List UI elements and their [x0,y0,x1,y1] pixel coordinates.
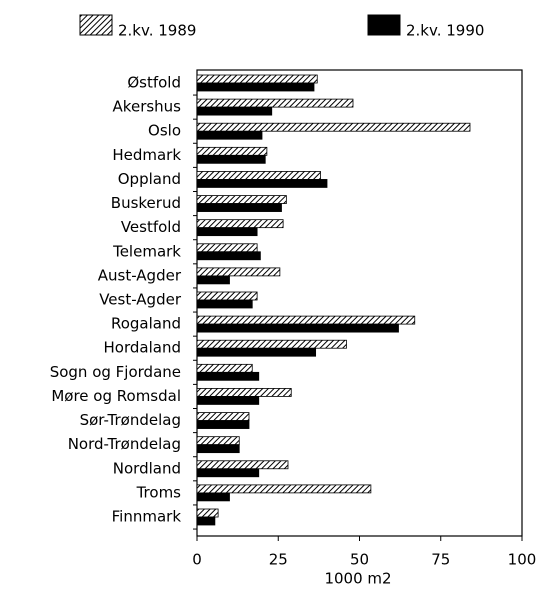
bar [196,460,289,470]
bar [196,122,471,132]
y-tick-label: Akershus [113,98,182,116]
bar [196,251,261,261]
x-tick-label: 25 [269,551,288,569]
legend-swatch [79,14,113,36]
bar [196,291,258,301]
y-tick-label: Møre og Romsdal [51,387,181,405]
y-tick-label: Sør-Trøndelag [80,411,181,429]
y-tick-label: Oslo [148,122,181,140]
x-tick-label: 50 [350,551,369,569]
bar [196,323,399,333]
bar [196,203,282,212]
y-tick-label: Oppland [118,170,181,188]
bar [196,267,281,277]
y-tick-label: Telemark [112,242,181,260]
bar [196,74,318,84]
bar [196,195,287,204]
bar [196,436,240,446]
bar [196,299,253,309]
bar [196,516,216,526]
bar [196,420,250,429]
x-tick-label: 0 [192,551,202,569]
bar [196,179,328,188]
bar [196,484,372,494]
y-tick-label: Buskerud [111,194,181,212]
y-tick-label: Sogn og Fjordane [50,363,181,381]
bar [196,130,263,140]
y-tick-label: Hedmark [112,146,181,164]
y-tick-label: Vest-Agder [99,291,182,309]
bar [196,82,315,92]
bar [196,388,292,397]
bar [196,347,317,357]
x-tick-label: 75 [431,551,450,569]
bar [196,492,230,502]
bar [196,227,258,237]
y-tick-label: Hordaland [104,339,181,357]
x-tick-label: 100 [508,551,537,569]
y-tick-label: Rogaland [111,315,181,333]
bar [196,106,273,116]
x-axis-label: 1000 m2 [324,570,391,588]
bar [196,98,354,108]
bar [196,243,258,253]
bar [196,363,253,373]
y-tick-label: Aust-Agder [98,266,182,284]
bar [196,468,260,478]
bar [196,219,284,229]
bar [196,412,250,421]
bar [196,171,321,180]
bar [196,371,260,381]
bar [196,444,240,454]
y-tick-label: Finnmark [112,508,182,526]
bar [196,396,260,405]
legend-swatch [367,14,401,36]
legend-label: 2.kv. 1990 [406,22,484,40]
bar [196,275,230,285]
y-tick-label: Troms [136,483,182,501]
y-tick-label: Østfold [127,74,181,92]
bar [196,508,219,518]
bar [196,339,347,349]
y-tick-label: Nordland [113,459,181,477]
y-tick-label: Nord-Trøndelag [68,435,181,453]
bar [196,146,268,156]
bar [196,154,266,164]
y-tick-label: Vestfold [121,218,181,236]
legend-label: 2.kv. 1989 [118,22,196,40]
bar [196,315,416,325]
